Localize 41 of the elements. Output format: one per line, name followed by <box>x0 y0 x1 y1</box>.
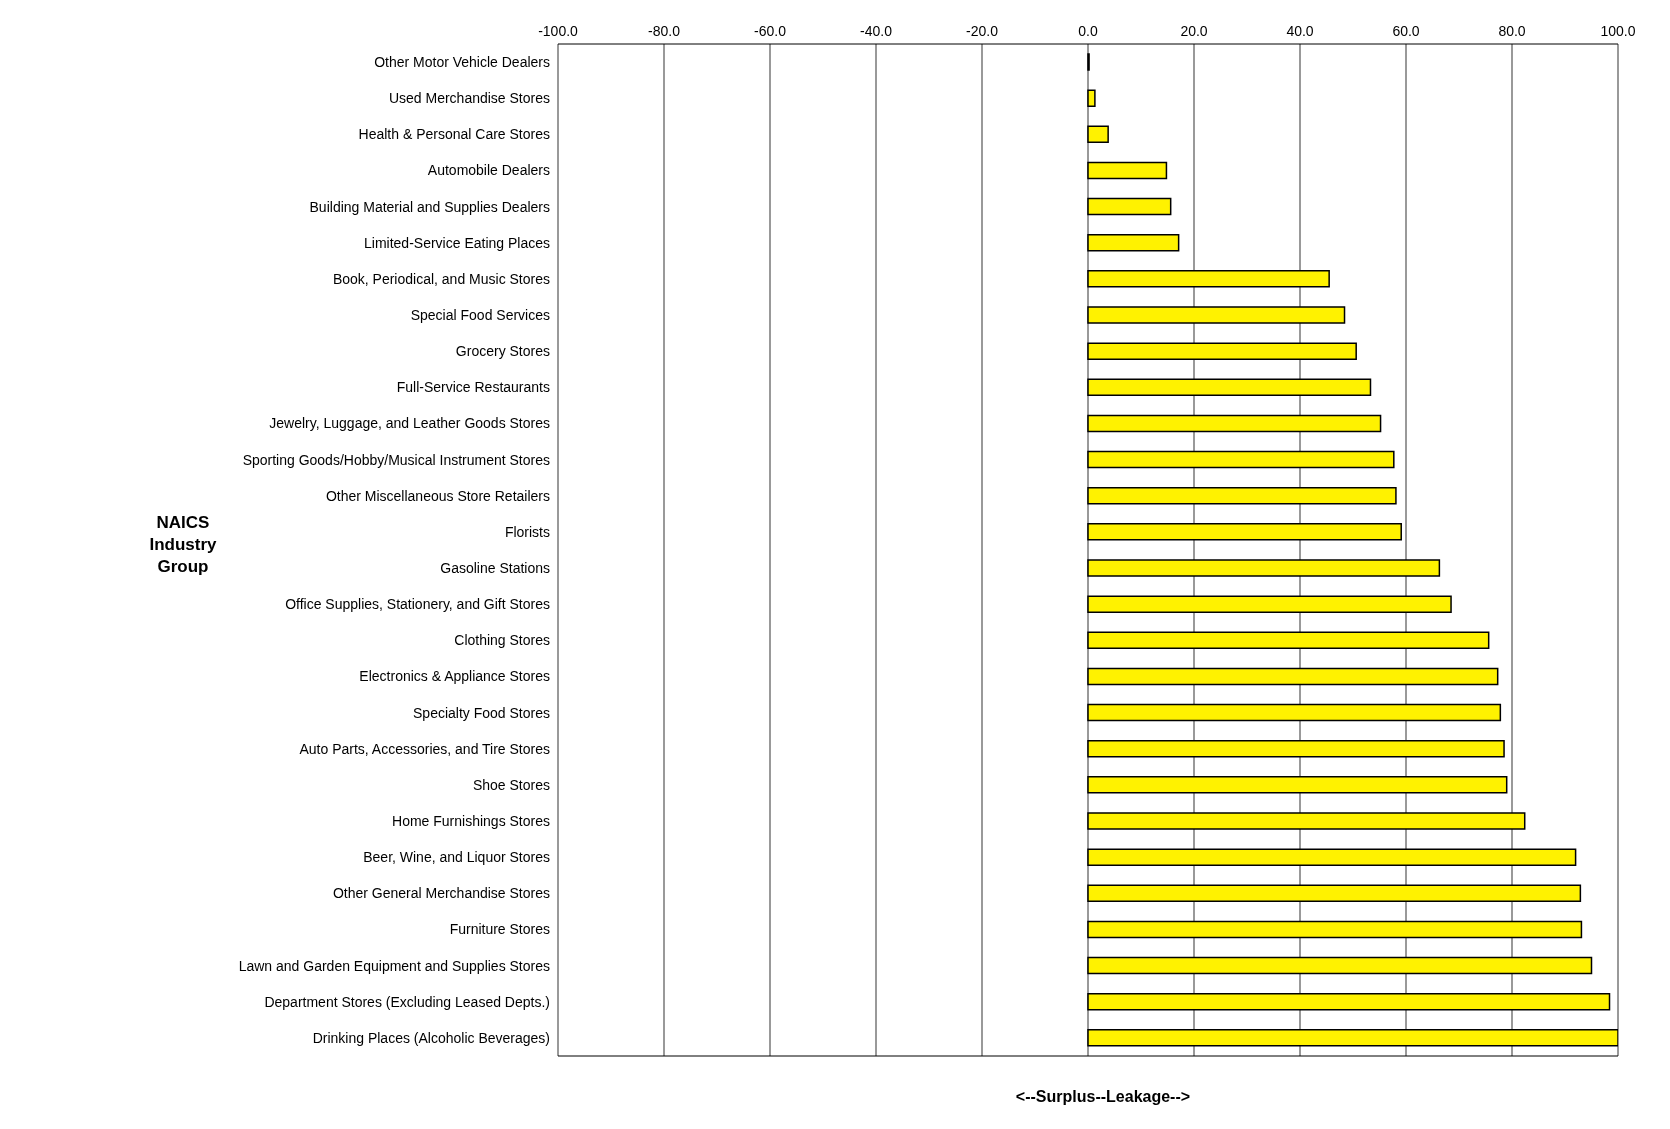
x-axis-title: <--Surplus--Leakage--> <box>1014 1088 1192 1106</box>
y-tick-label: Florists <box>504 523 550 540</box>
y-tick-label: Sporting Goods/Hobby/Musical Instrument Stores <box>242 451 550 468</box>
y-tick-label: Department Stores (Excluding Leased Depts.) <box>264 993 550 1010</box>
y-axis-title: NAICS Industry Group <box>149 513 218 576</box>
y-tick-label: Other General Merchandise Stores <box>332 885 550 902</box>
y-tick-label: Automobile Dealers <box>427 162 550 179</box>
y-tick-label: Other Motor Vehicle Dealers <box>374 54 550 71</box>
x-tick-label: 40.0 <box>1286 23 1314 39</box>
y-tick-label: Other Miscellaneous Store Retailers <box>325 487 550 504</box>
y-tick-label: Shoe Stores <box>472 776 550 793</box>
y-tick-label: Specialty Food Stores <box>413 704 550 721</box>
y-tick-label: Building Material and Supplies Dealers <box>309 198 550 215</box>
y-tick-label: Book, Periodical, and Music Stores <box>332 270 550 287</box>
y-tick-label: Used Merchandise Stores <box>388 90 550 107</box>
y-tick-label: Special Food Services <box>410 307 550 324</box>
y-tick-label: Office Supplies, Stationery, and Gift Stores <box>285 596 550 613</box>
y-tick-label: Lawn and Garden Equipment and Supplies Stores <box>238 957 550 974</box>
y-tick-label: Home Furnishings Stores <box>392 813 550 830</box>
y-tick-label: Electronics & Appliance Stores <box>359 668 550 685</box>
x-tick-label: -100.0 <box>538 23 579 39</box>
x-tick-label: -20.0 <box>966 23 999 39</box>
y-tick-label: Grocery Stores <box>455 343 550 360</box>
y-tick-label: Health & Personal Care Stores <box>358 126 550 143</box>
y-tick-label: Clothing Stores <box>454 632 550 649</box>
x-tick-label: 80.0 <box>1498 23 1526 39</box>
y-tick-label: Auto Parts, Accessories, and Tire Stores <box>299 740 550 757</box>
x-tick-label: 0.0 <box>1078 23 1098 39</box>
x-tick-label: 100.0 <box>1600 23 1636 39</box>
y-tick-label: Drinking Places (Alcoholic Beverages) <box>312 1029 550 1046</box>
x-tick-label: -80.0 <box>648 23 681 39</box>
x-tick-label: -60.0 <box>754 23 787 39</box>
x-tick-label: 60.0 <box>1392 23 1420 39</box>
x-tick-label: 20.0 <box>1180 23 1208 39</box>
x-tick-label: -40.0 <box>860 23 893 39</box>
y-tick-label: Full-Service Restaurants <box>396 379 550 396</box>
y-tick-label: Beer, Wine, and Liquor Stores <box>363 849 550 866</box>
y-tick-label: Jewelry, Luggage, and Leather Goods Stores <box>269 415 550 432</box>
y-tick-label: Limited-Service Eating Places <box>364 234 550 251</box>
y-tick-label: Furniture Stores <box>449 921 550 938</box>
y-tick-label: Gasoline Stations <box>440 560 550 577</box>
